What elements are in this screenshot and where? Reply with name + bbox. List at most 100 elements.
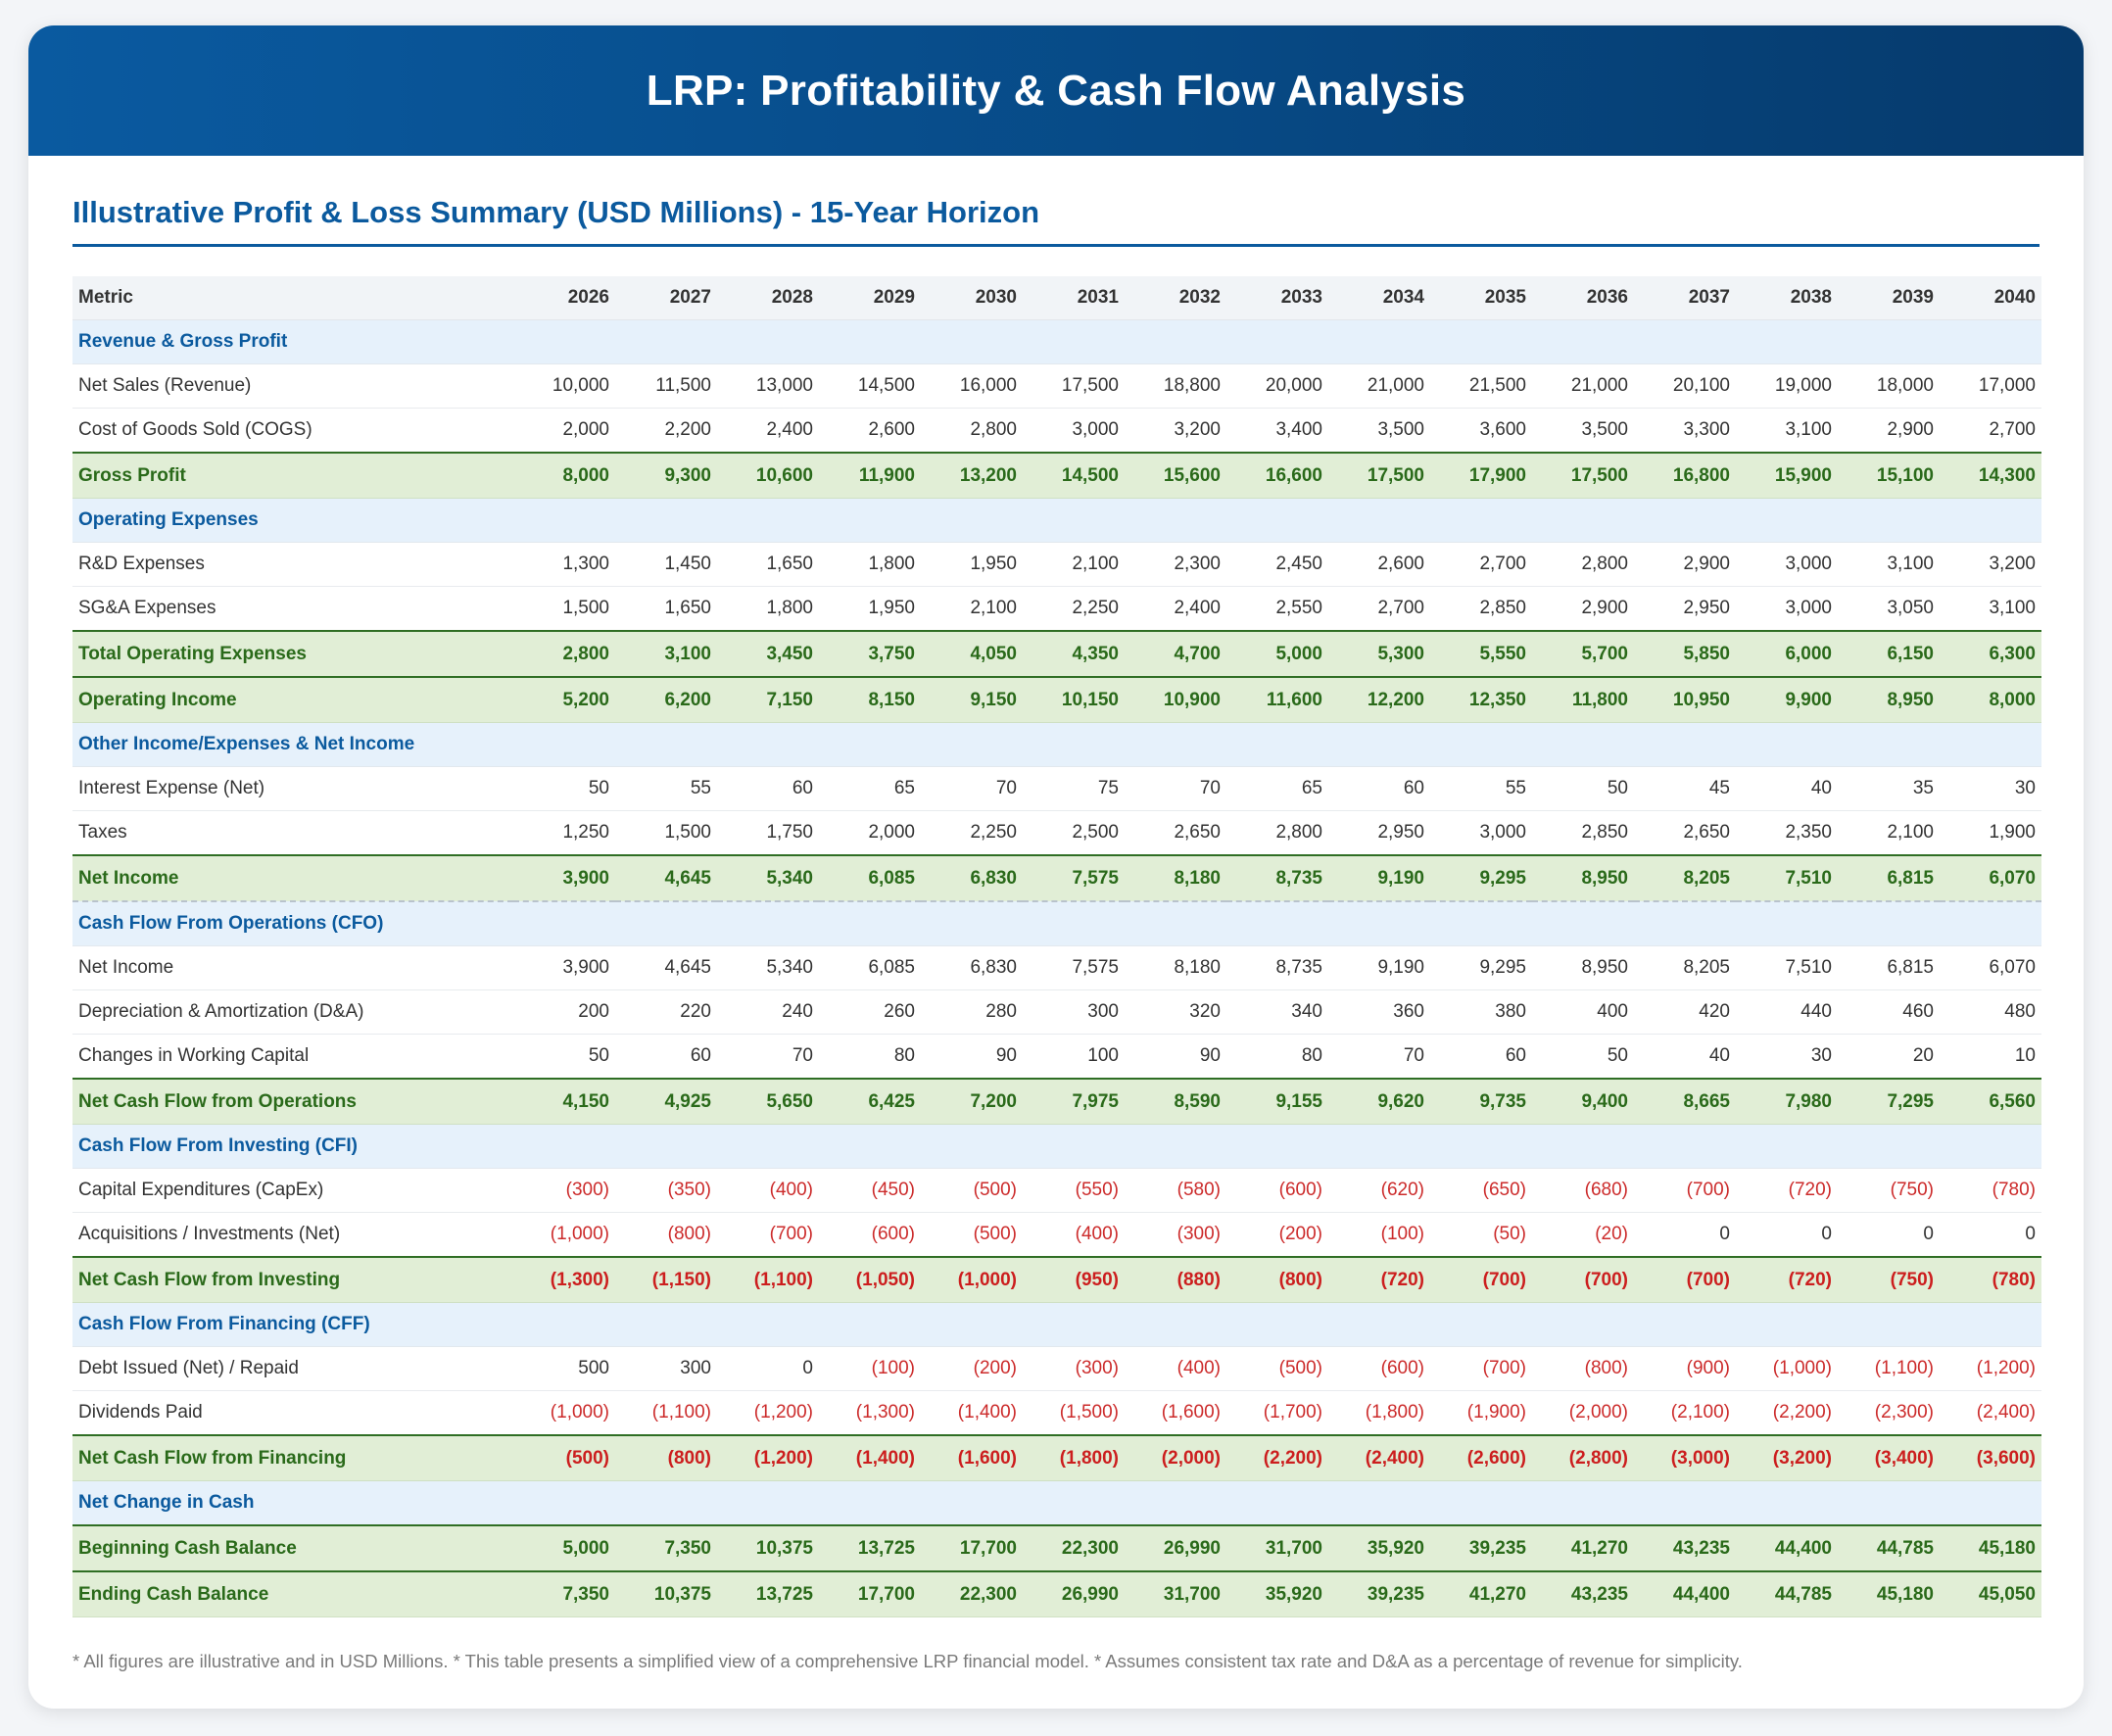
value-cell: 35,920 (1328, 1524, 1430, 1572)
financial-table: Metric 2026 2027 2028 2029 2030 2031 2032 2033 2… (72, 276, 2041, 1617)
value-cell: (1,400) (921, 1390, 1023, 1436)
value-cell: 9,295 (1430, 945, 1532, 990)
value-cell: 30 (1940, 766, 2041, 811)
row-label: Net Cash Flow from Operations (72, 1078, 513, 1125)
value-cell: 6,070 (1940, 945, 2041, 990)
value-cell: 44,400 (1634, 1570, 1736, 1617)
value-cell: 21,000 (1328, 363, 1430, 409)
value-cell: 15,900 (1736, 452, 1838, 499)
value-cell: 3,500 (1532, 408, 1634, 454)
value-cell: (100) (819, 1346, 921, 1391)
total-row: Beginning Cash Balance 5,000 7,350 10,375 13… (72, 1524, 2041, 1572)
value-cell: 2,400 (1125, 586, 1226, 632)
value-cell: 3,100 (1940, 586, 2041, 632)
year-column-header: 2026 (513, 276, 615, 320)
value-cell: 8,735 (1226, 945, 1328, 990)
value-cell: 3,500 (1328, 408, 1430, 454)
year-column-header: 2029 (819, 276, 921, 320)
value-cell: 8,180 (1125, 854, 1226, 902)
value-cell: 6,830 (921, 854, 1023, 902)
value-cell: 3,900 (513, 854, 615, 902)
value-cell: 4,925 (615, 1078, 717, 1125)
value-cell: 1,500 (513, 586, 615, 632)
value-cell: 9,400 (1532, 1078, 1634, 1125)
value-cell: 10,000 (513, 363, 615, 409)
value-cell: 50 (513, 766, 615, 811)
value-cell: 5,200 (513, 676, 615, 723)
total-row: Net Cash Flow from Operations 4,150 4,925 5… (72, 1078, 2041, 1125)
value-cell: 45 (1634, 766, 1736, 811)
value-cell: 19,000 (1736, 363, 1838, 409)
value-cell: 7,350 (513, 1570, 615, 1617)
row-label: Cost of Goods Sold (COGS) (72, 408, 513, 454)
value-cell: 1,950 (921, 542, 1023, 587)
value-cell: 2,800 (513, 630, 615, 678)
value-cell: 3,900 (513, 945, 615, 990)
value-cell: 2,450 (1226, 542, 1328, 587)
value-cell: 2,350 (1736, 810, 1838, 856)
value-cell: 17,500 (1532, 452, 1634, 499)
value-cell: 50 (1532, 1034, 1634, 1080)
total-row: Total Operating Expenses 2,800 3,100 3,450 3… (72, 630, 2041, 678)
value-cell: (100) (1328, 1212, 1430, 1258)
value-cell: 320 (1125, 989, 1226, 1035)
section-group-row: Net Change in Cash (72, 1480, 2041, 1526)
value-cell: (500) (513, 1434, 615, 1481)
value-cell: 65 (819, 766, 921, 811)
value-cell: 22,300 (921, 1570, 1023, 1617)
year-column-header: 2039 (1838, 276, 1940, 320)
value-cell: 4,645 (615, 945, 717, 990)
row-label: Dividends Paid (72, 1390, 513, 1436)
value-cell: 2,200 (615, 408, 717, 454)
value-cell: (1,300) (513, 1256, 615, 1303)
value-cell: (700) (1634, 1168, 1736, 1213)
table-row: Changes in Working Capital 50 60 70 80 90 100 9… (72, 1034, 2041, 1080)
value-cell: 8,000 (1940, 676, 2041, 723)
value-cell: 3,000 (1736, 542, 1838, 587)
total-row: Ending Cash Balance 7,350 10,375 13,725 17,7… (72, 1570, 2041, 1617)
value-cell: 11,600 (1226, 676, 1328, 723)
table-row: Cost of Goods Sold (COGS) 2,000 2,200 2,400… (72, 408, 2041, 454)
value-cell: 0 (1838, 1212, 1940, 1258)
value-cell: 2,850 (1532, 810, 1634, 856)
value-cell: (2,200) (1736, 1390, 1838, 1436)
value-cell: (1,000) (513, 1390, 615, 1436)
value-cell: 70 (1125, 766, 1226, 811)
value-cell: 21,000 (1532, 363, 1634, 409)
value-cell: (300) (1023, 1346, 1125, 1391)
value-cell: (950) (1023, 1256, 1125, 1303)
value-cell: 8,950 (1838, 676, 1940, 723)
value-cell: 2,000 (819, 810, 921, 856)
total-row: Gross Profit 8,000 9,300 10,600 11,900 13,200… (72, 452, 2041, 499)
value-cell: (500) (921, 1212, 1023, 1258)
value-cell: (1,900) (1430, 1390, 1532, 1436)
value-cell: 2,900 (1634, 542, 1736, 587)
table-row: Capital Expenditures (CapEx) (300) (350) (4… (72, 1168, 2041, 1213)
value-cell: 10 (1940, 1034, 2041, 1080)
year-column-header: 2028 (717, 276, 819, 320)
value-cell: 20,100 (1634, 363, 1736, 409)
value-cell: (700) (1532, 1256, 1634, 1303)
value-cell: 1,500 (615, 810, 717, 856)
value-cell: (1,000) (1736, 1346, 1838, 1391)
value-cell: (1,200) (717, 1434, 819, 1481)
value-cell: 50 (513, 1034, 615, 1080)
section-group-row: Cash Flow From Financing (CFF) (72, 1302, 2041, 1347)
value-cell: 10,600 (717, 452, 819, 499)
value-cell: (800) (615, 1434, 717, 1481)
value-cell: 43,235 (1634, 1524, 1736, 1572)
value-cell: 20 (1838, 1034, 1940, 1080)
value-cell: 1,750 (717, 810, 819, 856)
section-group-row: Other Income/Expenses & Net Income (72, 722, 2041, 767)
value-cell: 7,200 (921, 1078, 1023, 1125)
value-cell: (1,600) (921, 1434, 1023, 1481)
value-cell: 2,950 (1328, 810, 1430, 856)
value-cell: 80 (819, 1034, 921, 1080)
value-cell: 2,250 (1023, 586, 1125, 632)
row-label: Taxes (72, 810, 513, 856)
value-cell: 0 (1634, 1212, 1736, 1258)
value-cell: (450) (819, 1168, 921, 1213)
value-cell: 7,510 (1736, 854, 1838, 902)
value-cell: (1,100) (615, 1390, 717, 1436)
value-cell: 1,250 (513, 810, 615, 856)
